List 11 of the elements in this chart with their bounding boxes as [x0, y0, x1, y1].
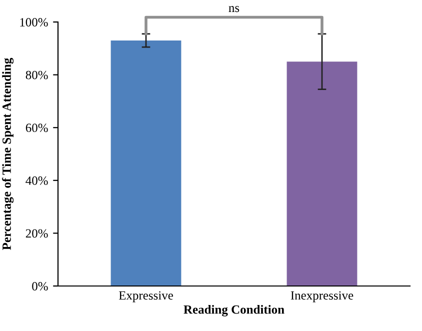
- y-tick-label: 0%: [32, 282, 48, 290]
- text: ns: [228, 6, 240, 12]
- y-tick-label: 80%: [26, 70, 48, 80]
- y-tick-label: 100%: [20, 18, 48, 26]
- y-axis-title: Percentage of Time Spent Attending: [2, 58, 14, 250]
- y-tick-label: 60%: [26, 124, 48, 132]
- x-tick-label: Expressive: [118, 291, 173, 302]
- y-tick-label: 20%: [26, 229, 48, 238]
- y-tick-label: 40%: [26, 176, 48, 185]
- x-tick-label: Inexpressive: [290, 291, 354, 302]
- x-axis-title: Reading Condition: [184, 304, 284, 316]
